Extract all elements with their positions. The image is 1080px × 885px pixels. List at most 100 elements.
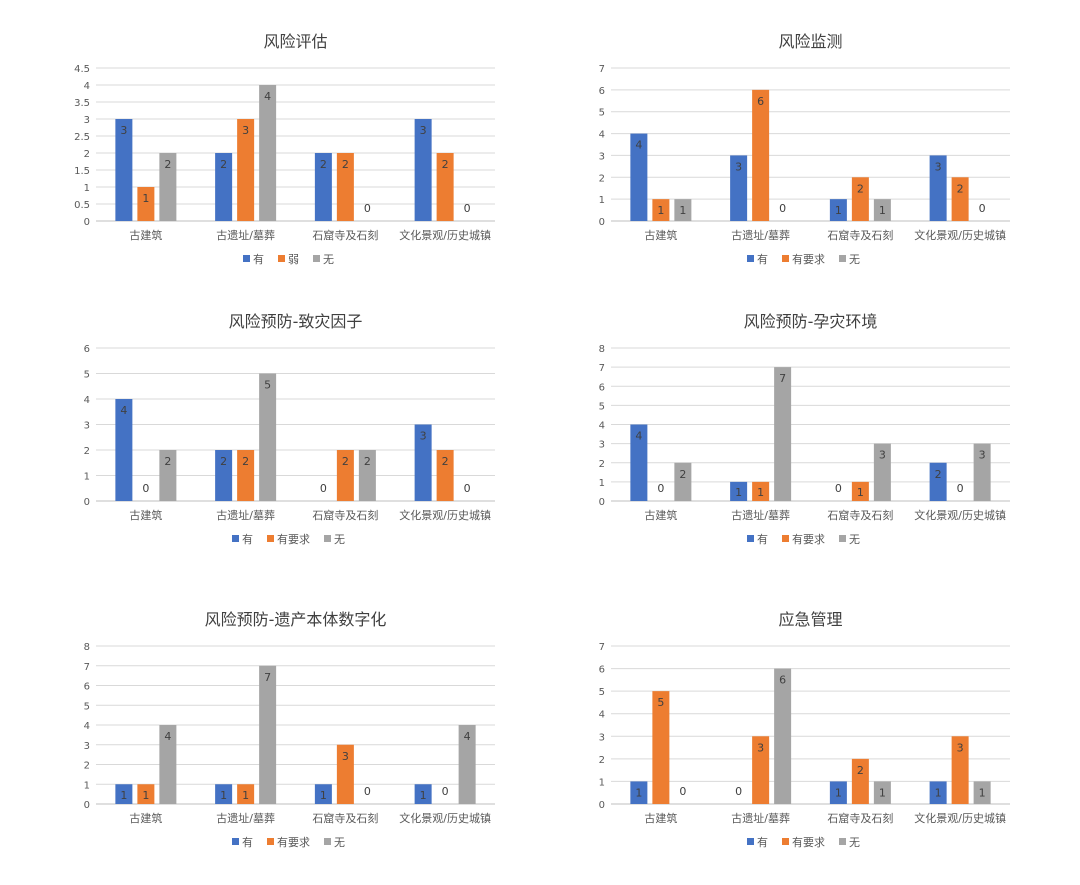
legend-label: 无 [334, 533, 345, 546]
data-label: 0 [442, 785, 449, 798]
data-label: 4 [635, 139, 642, 152]
chart-title: 风险预防-遗产本体数字化 [205, 610, 387, 629]
legend-swatch [232, 535, 239, 542]
legend-swatch [839, 838, 846, 845]
data-label: 2 [857, 182, 864, 195]
y-tick-label: 1 [84, 780, 90, 791]
y-tick-label: 1 [599, 777, 605, 788]
x-tick-label: 古建筑 [644, 228, 677, 242]
y-tick-label: 5 [84, 370, 90, 381]
legend-swatch [278, 255, 285, 262]
bar [237, 119, 255, 221]
chart-prevention-hazard-factors: 风险预防-致灾因子 0 1 2 3 4 5 6 4 0 2 古建筑 2 2 5 古遗址/墓葬 0 2 2 石窟寺及石刻… [40, 300, 540, 555]
data-label: 1 [420, 789, 427, 802]
chart-title: 风险评估 [263, 32, 327, 51]
y-tick-label: 8 [599, 344, 605, 355]
legend-swatch [782, 838, 789, 845]
y-tick-label: 7 [84, 662, 90, 673]
y-tick-label: 1 [599, 478, 605, 489]
data-label: 2 [442, 455, 449, 468]
x-tick-label: 古建筑 [644, 508, 677, 522]
legend-swatch [747, 838, 754, 845]
bar [237, 450, 255, 501]
y-tick-label: 1 [84, 472, 90, 483]
data-label: 7 [264, 671, 271, 684]
y-tick-label: 7 [599, 363, 605, 374]
x-tick-label: 古遗址/墓葬 [216, 508, 275, 522]
bar [851, 481, 869, 501]
y-tick-label: 4 [599, 421, 605, 432]
bar [215, 784, 233, 804]
bar [336, 744, 354, 804]
legend-label: 有要求 [277, 835, 310, 849]
y-tick-label: 5 [599, 401, 605, 412]
bar [652, 691, 670, 804]
bar [730, 481, 748, 501]
data-label: 1 [979, 786, 986, 799]
bar [414, 424, 432, 501]
y-tick-label: 1.5 [74, 166, 90, 177]
y-tick-label: 2 [84, 446, 90, 457]
chart-svg: 应急管理01234567150古建筑036古遗址/墓葬121石窟寺及石刻131文… [599, 610, 1010, 849]
data-label: 2 [364, 455, 371, 468]
bar [436, 153, 454, 221]
bar [115, 119, 133, 221]
data-label: 2 [857, 764, 864, 777]
data-label: 0 [464, 482, 471, 495]
legend-label: 无 [849, 533, 860, 546]
bar [314, 784, 332, 804]
x-tick-label: 文化景观/历史城镇 [914, 228, 1006, 242]
data-label: 3 [420, 430, 427, 443]
data-label: 3 [935, 160, 942, 173]
y-tick-label: 0 [84, 217, 90, 228]
legend-swatch [243, 255, 250, 262]
data-label: 7 [779, 372, 786, 385]
x-tick-label: 古遗址/墓葬 [731, 228, 790, 242]
y-tick-label: 4 [84, 395, 90, 406]
data-label: 1 [757, 486, 764, 499]
legend-swatch [267, 535, 274, 542]
y-tick-label: 7 [599, 642, 605, 653]
legend-label: 有 [242, 835, 253, 849]
chart-emergency-management: 应急管理 0 1 2 3 4 5 6 7 1 5 0 古建筑 0 3 6 古遗址/墓葬 1 2 1 石窟寺及石刻 1 3 1 文… [555, 598, 1055, 858]
bar [215, 450, 233, 501]
bar [237, 784, 255, 804]
data-label: 0 [657, 482, 664, 495]
legend-swatch [839, 255, 846, 262]
data-label: 4 [264, 90, 271, 103]
x-tick-label: 古遗址/墓葬 [731, 811, 790, 825]
x-tick-label: 古遗址/墓葬 [216, 228, 275, 242]
legend-label: 有要求 [277, 532, 310, 546]
data-label: 4 [635, 430, 642, 443]
chart-prevention-environment: 风险预防-孕灾环境 0 1 2 3 4 5 6 7 8 4 0 2 古建筑 1 1 7 古遗址/墓葬 0 1 3 石窟寺及… [555, 300, 1055, 555]
bar [674, 462, 692, 501]
legend-swatch [324, 535, 331, 542]
data-label: 3 [342, 750, 349, 763]
bar [159, 153, 177, 221]
y-tick-label: 6 [599, 382, 605, 393]
data-label: 3 [757, 741, 764, 754]
legend-label: 无 [849, 836, 860, 849]
bar [436, 450, 454, 501]
data-label: 5 [657, 696, 664, 709]
data-label: 2 [220, 455, 227, 468]
data-label: 2 [242, 455, 249, 468]
y-tick-label: 0 [599, 497, 605, 508]
legend-swatch [747, 255, 754, 262]
bar [752, 89, 770, 221]
data-label: 3 [120, 124, 127, 137]
chart-title: 风险监测 [778, 32, 842, 51]
y-tick-label: 0 [599, 217, 605, 228]
chart-svg: 风险预防-致灾因子 0 1 2 3 4 5 6 4 0 2 古建筑 2 2 5 古遗址/墓葬 0 2 2 石窟寺及石刻… [84, 312, 495, 546]
bar [137, 187, 155, 221]
data-label: 5 [264, 379, 271, 392]
x-tick-label: 石窟寺及石刻 [312, 811, 378, 825]
legend-label: 有要求 [792, 532, 825, 546]
bar [414, 119, 432, 221]
x-tick-label: 文化景观/历史城镇 [399, 811, 491, 825]
bar [336, 450, 354, 501]
bar [259, 373, 277, 501]
y-tick-label: 4 [599, 130, 605, 141]
x-tick-label: 古遗址/墓葬 [216, 811, 275, 825]
